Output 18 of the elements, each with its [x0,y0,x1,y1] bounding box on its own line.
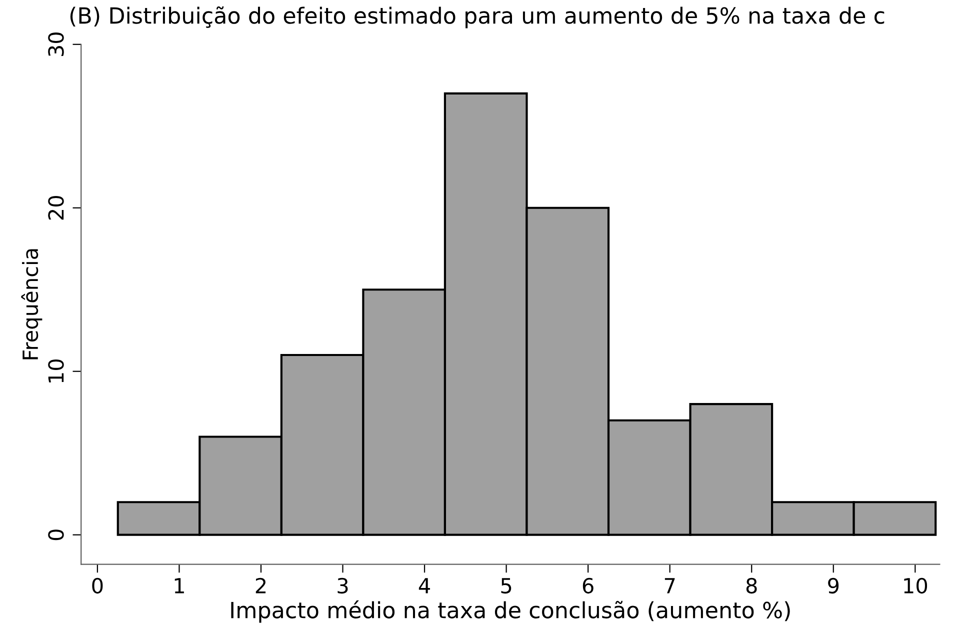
y-axis-title: Frequência [21,249,42,360]
x-tick-label: 5 [501,578,512,594]
x-axis-title: Impacto médio na taxa de conclusão (aumento %) [231,600,790,623]
y-tick-label: 30 [48,32,64,56]
x-tick-label: 8 [746,578,757,594]
y-tick-label: 0 [48,530,64,540]
x-tick-label: 4 [418,578,430,594]
x-tick-label: 0 [92,578,103,594]
x-tick-label: 2 [256,578,266,594]
y-tick-label: 20 [48,196,64,220]
x-tick-label: 3 [338,578,348,594]
chart-title: (B) Distribuição do efeito estimado para um aumento de 5% na taxa de c [70,6,884,28]
x-tick-label: 6 [582,578,594,594]
y-tick-label: 10 [48,359,64,382]
x-tick-label: 7 [664,578,675,594]
x-tick-label: 10 [904,578,928,594]
x-tick-label: 9 [828,578,839,594]
x-tick-label: 1 [174,578,184,594]
